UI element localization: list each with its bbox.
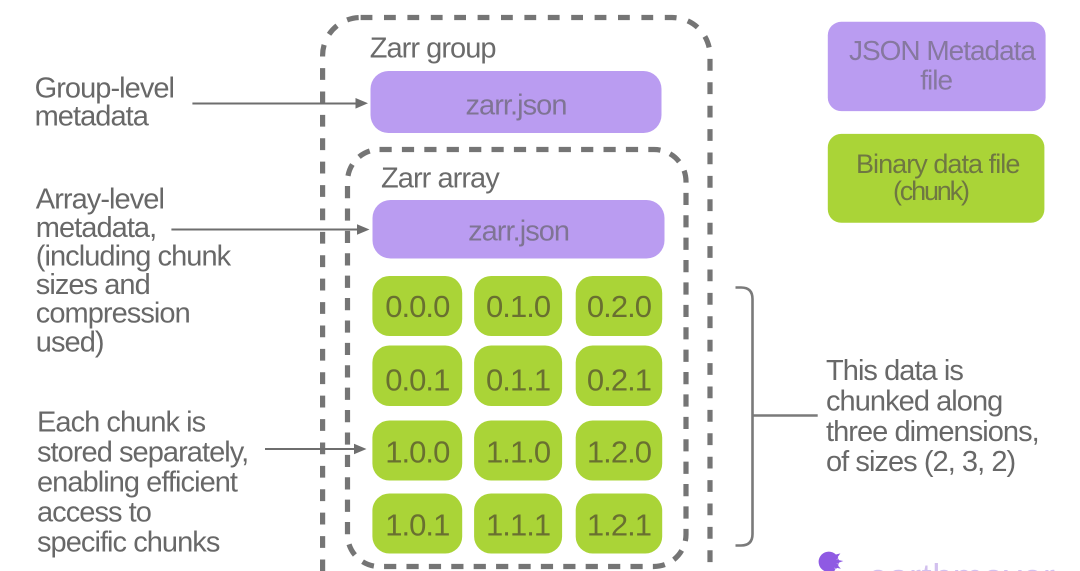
svg-text:stored separately,: stored separately,	[37, 436, 248, 468]
svg-text:(chunk): (chunk)	[893, 176, 969, 206]
svg-text:(including chunk: (including chunk	[36, 241, 232, 273]
svg-text:1.1.1: 1.1.1	[486, 508, 550, 543]
svg-text:metadata: metadata	[35, 101, 150, 133]
svg-text:0.1.0: 0.1.0	[486, 289, 551, 324]
svg-text:metadata,: metadata,	[36, 212, 156, 244]
svg-text:specific chunks: specific chunks	[37, 526, 220, 558]
svg-text:of sizes (2, 3, 2): of sizes (2, 3, 2)	[826, 446, 1015, 478]
svg-text:Group-level: Group-level	[35, 73, 174, 105]
svg-text:compression: compression	[36, 298, 190, 330]
svg-text:0.2.0: 0.2.0	[587, 289, 652, 324]
svg-text:used): used)	[36, 326, 104, 358]
svg-text:zarr.json: zarr.json	[468, 215, 569, 247]
svg-text:access to: access to	[37, 496, 151, 528]
svg-text:JSON Metadata: JSON Metadata	[849, 35, 1036, 66]
svg-text:1.0.0: 1.0.0	[385, 435, 450, 470]
svg-text:0.2.1: 0.2.1	[587, 363, 651, 398]
svg-text:file: file	[920, 65, 952, 96]
svg-text:1.0.1: 1.0.1	[385, 508, 449, 543]
svg-text:0.1.1: 0.1.1	[486, 363, 550, 398]
svg-text:Array-level: Array-level	[36, 183, 164, 215]
svg-text:enabling efficient: enabling efficient	[37, 466, 238, 498]
svg-text:Each chunk is: Each chunk is	[37, 407, 206, 439]
svg-text:0.0.1: 0.0.1	[385, 363, 449, 398]
svg-text:chunked along: chunked along	[826, 385, 1002, 417]
svg-text:Zarr array: Zarr array	[381, 162, 500, 194]
svg-text:This data is: This data is	[826, 355, 963, 387]
svg-text:1.2.1: 1.2.1	[587, 508, 651, 543]
svg-text:sizes and: sizes and	[36, 269, 150, 301]
svg-text:Binary data file: Binary data file	[856, 149, 1019, 179]
svg-text:three dimensions,: three dimensions,	[826, 416, 1039, 448]
svg-text:Zarr group: Zarr group	[370, 32, 496, 64]
svg-text:0.0.0: 0.0.0	[385, 289, 450, 324]
svg-text:1.2.0: 1.2.0	[587, 435, 652, 470]
svg-text:1.1.0: 1.1.0	[486, 435, 551, 470]
svg-text:earthmover: earthmover	[868, 556, 1055, 571]
svg-text:zarr.json: zarr.json	[465, 89, 566, 121]
